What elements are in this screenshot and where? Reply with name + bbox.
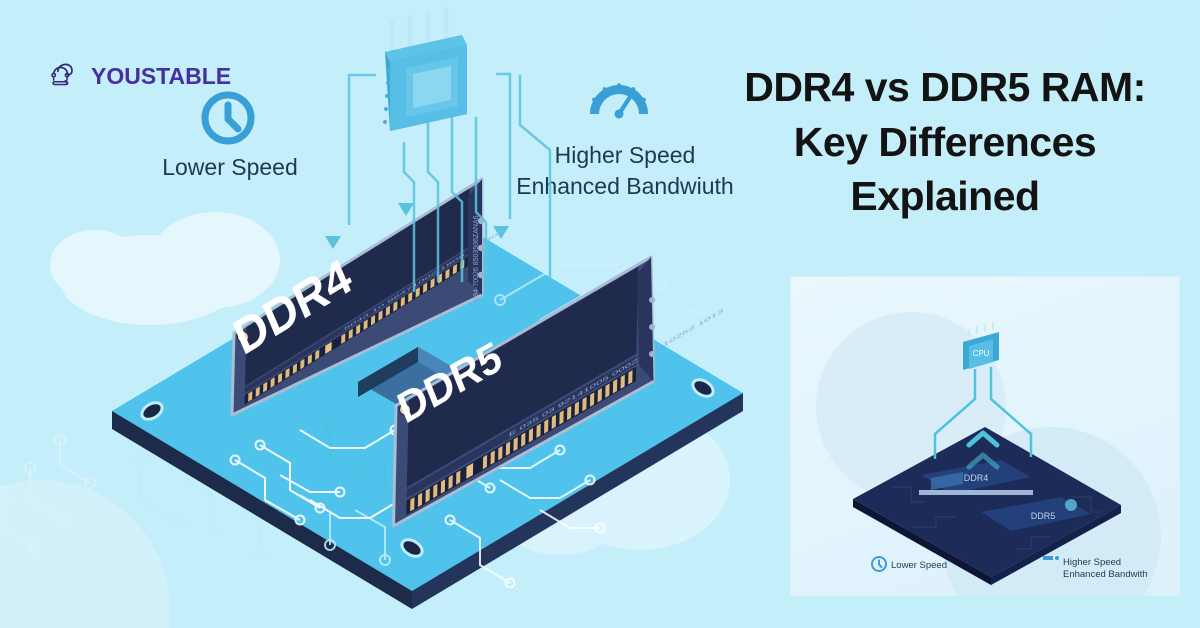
svg-text:Enhanced Bandwith: Enhanced Bandwith (1063, 569, 1148, 580)
svg-text:CPU: CPU (973, 349, 990, 358)
svg-text:Lower Speed: Lower Speed (891, 560, 947, 571)
svg-text:5094-70026 8503506ZANA6: 5094-70026 8503506ZANA6 (473, 215, 480, 304)
svg-text:Higher Speed: Higher Speed (1063, 557, 1121, 568)
svg-text:DDR5: DDR5 (1031, 511, 1056, 521)
svg-text:DDR4: DDR4 (964, 473, 989, 483)
